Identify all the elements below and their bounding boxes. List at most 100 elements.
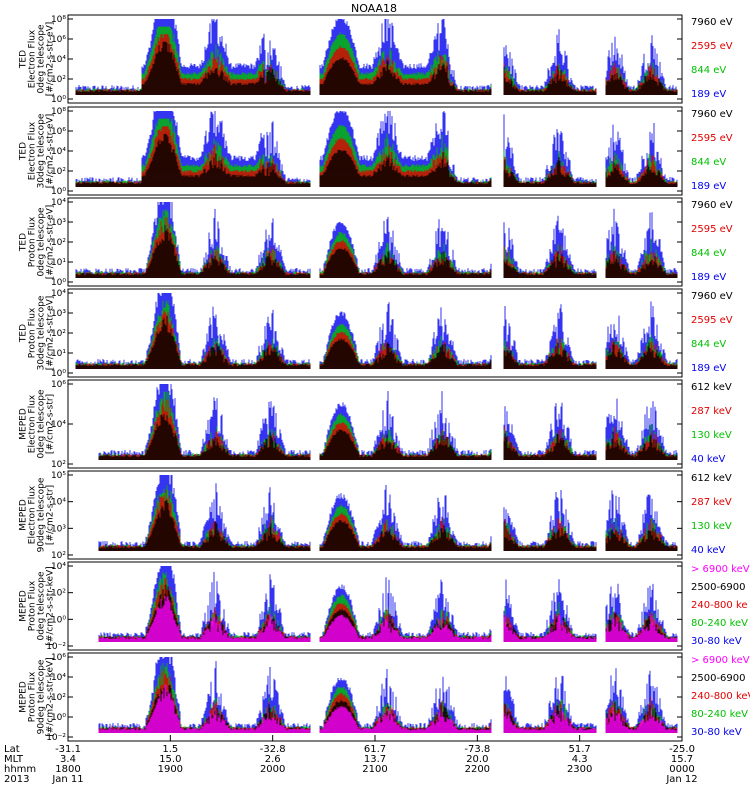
series-trace bbox=[75, 41, 678, 95]
y-label-line: Electron Flux bbox=[28, 394, 38, 453]
y-label-line: TED bbox=[19, 142, 29, 161]
y-label-line: [#/cm2-s-str-keV] bbox=[46, 566, 56, 645]
series-trace bbox=[75, 315, 678, 369]
x-tick-hhmm: 2000 bbox=[260, 764, 285, 775]
y-tick-label: 10⁴ bbox=[51, 147, 66, 157]
y-label-line: Proton Flux bbox=[28, 580, 38, 631]
y-label-line: 0deg telescope bbox=[37, 207, 47, 277]
x-row-label: 2013 bbox=[4, 774, 29, 785]
legend-entry: 40 keV bbox=[691, 454, 725, 465]
series-trace bbox=[98, 414, 678, 460]
legend-entry: 844 eV bbox=[691, 248, 726, 259]
y-tick-label: 10⁸ bbox=[51, 15, 66, 25]
y-label-line: Proton Flux bbox=[28, 671, 38, 722]
y-label-line: 30deg telescope bbox=[37, 295, 47, 370]
y-tick-label: 10⁰ bbox=[51, 369, 66, 379]
y-label-line: 90deg telescope bbox=[37, 477, 47, 552]
y-label-line: [#/cm2-s-str] bbox=[46, 394, 56, 454]
x-tick-date: Jan 11 bbox=[51, 774, 83, 785]
y-tick-label: 10¹ bbox=[51, 258, 66, 268]
y-axis-label: TED Proton Flux 0deg telescope [#/cm2-s-str… bbox=[19, 205, 56, 280]
x-tick-lat: -31.1 bbox=[55, 744, 81, 755]
legend-entry: 2500-6900 bbox=[691, 673, 746, 684]
x-tick-lat: 1.5 bbox=[162, 744, 178, 755]
legend-entry: 130 keV bbox=[691, 430, 732, 441]
legend-entry: 7960 eV bbox=[691, 291, 733, 302]
y-tick-label: 10⁴ bbox=[51, 198, 66, 208]
x-tick-hhmm: 2100 bbox=[362, 764, 387, 775]
legend-entry: 30-80 keV bbox=[691, 636, 742, 647]
y-axis-label: TED Electron Flux 0deg telescope [#/cm2-s-s… bbox=[19, 22, 56, 97]
legend-entry: 40 keV bbox=[691, 545, 725, 556]
legend-entry: 844 eV bbox=[691, 339, 726, 350]
y-axis-label: MEPED Proton Flux 0deg telescope [#/cm2-s-s… bbox=[19, 566, 56, 645]
y-label-line: Proton Flux bbox=[28, 307, 38, 358]
series-trace bbox=[98, 499, 678, 551]
y-label-line: 30deg telescope bbox=[37, 113, 47, 188]
y-label-line: [#/cm2-s-str-eV] bbox=[46, 22, 56, 97]
y-label-line: TED bbox=[19, 324, 29, 343]
y-tick-label: 10⁰ bbox=[51, 615, 66, 625]
x-tick-lat: -32.8 bbox=[260, 744, 286, 755]
legend-entry: 189 eV bbox=[691, 89, 726, 100]
y-tick-label: 10⁻² bbox=[46, 642, 66, 652]
legend-entry: 287 keV bbox=[691, 406, 732, 417]
y-axis-label: MEPED Electron Flux 90deg telescope [#/cm2-… bbox=[19, 477, 56, 552]
legend-entry: 844 eV bbox=[691, 65, 726, 76]
y-tick-label: 10² bbox=[51, 75, 66, 85]
y-tick-label: 10⁴ bbox=[51, 420, 66, 430]
x-tick-mlt: 2.6 bbox=[265, 754, 281, 765]
y-tick-label: 10⁶ bbox=[51, 127, 66, 137]
series-trace bbox=[98, 595, 678, 642]
panel-frame bbox=[67, 470, 683, 560]
y-tick-label: 10² bbox=[51, 167, 66, 177]
legend-entry: 189 eV bbox=[691, 363, 726, 374]
y-label-line: Proton Flux bbox=[28, 216, 38, 267]
y-tick-label: 10² bbox=[51, 693, 66, 703]
y-tick-label: 10⁴ bbox=[51, 289, 66, 299]
y-tick-label: 10² bbox=[51, 329, 66, 339]
y-tick-label: 10² bbox=[51, 589, 66, 599]
y-tick-label: 10⁰ bbox=[51, 95, 66, 105]
y-tick-label: 10² bbox=[51, 460, 66, 470]
y-axis-label: TED Electron Flux 30deg telescope [#/cm2-s-… bbox=[19, 113, 56, 188]
x-tick-mlt: 20.0 bbox=[466, 754, 488, 765]
y-tick-label: 10⁴ bbox=[51, 55, 66, 65]
y-label-line: 0deg telescope bbox=[37, 389, 47, 459]
y-tick-label: 10² bbox=[51, 238, 66, 248]
y-tick-label: 10⁻² bbox=[46, 733, 66, 743]
y-label-line: MEPED bbox=[19, 499, 29, 531]
legend-entry: 2595 eV bbox=[691, 41, 733, 52]
x-tick-mlt: 4.3 bbox=[572, 754, 588, 765]
y-label-line: [#/cm2-s-str] bbox=[46, 485, 56, 545]
legend-entry: 80-240 keV bbox=[691, 709, 748, 720]
y-tick-label: 10⁶ bbox=[51, 35, 66, 45]
legend-entry: 844 eV bbox=[691, 157, 726, 168]
panel-frame bbox=[67, 561, 683, 651]
legend-entry: > 6900 keV bbox=[691, 655, 750, 666]
y-tick-label: 10⁰ bbox=[51, 187, 66, 197]
y-tick-label: 10⁸ bbox=[51, 107, 66, 117]
series-trace bbox=[75, 225, 678, 278]
y-label-line: TED bbox=[19, 50, 29, 69]
y-label-line: [#/cm2-s-str-eV] bbox=[46, 114, 56, 189]
x-row-label: Lat bbox=[4, 744, 20, 755]
y-tick-label: 10² bbox=[51, 551, 66, 561]
y-axis-label: MEPED Proton Flux 90deg telescope [#/cm2-s-… bbox=[19, 657, 56, 736]
series-trace bbox=[98, 684, 678, 733]
y-label-line: [#/cm2-s-str-keV] bbox=[46, 657, 56, 736]
x-row-label: MLT bbox=[4, 754, 24, 765]
legend-entry: 2595 eV bbox=[691, 315, 733, 326]
x-tick-mlt: 13.7 bbox=[364, 754, 386, 765]
y-label-line: MEPED bbox=[19, 681, 29, 713]
